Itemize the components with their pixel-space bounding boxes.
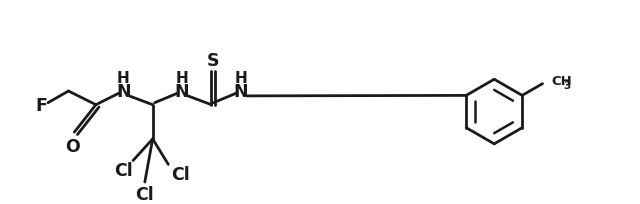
Text: F: F — [35, 96, 47, 114]
Text: O: O — [65, 137, 80, 155]
Text: 3: 3 — [564, 80, 571, 90]
Text: Cl: Cl — [114, 162, 132, 179]
Text: Cl: Cl — [136, 185, 154, 203]
Text: N: N — [234, 83, 248, 101]
Text: N: N — [116, 83, 131, 101]
Text: H: H — [234, 70, 247, 85]
Text: N: N — [175, 83, 189, 101]
Text: S: S — [207, 51, 220, 69]
Text: H: H — [175, 70, 188, 85]
Text: Cl: Cl — [171, 165, 189, 183]
Text: H: H — [117, 70, 130, 85]
Text: CH: CH — [551, 75, 572, 88]
